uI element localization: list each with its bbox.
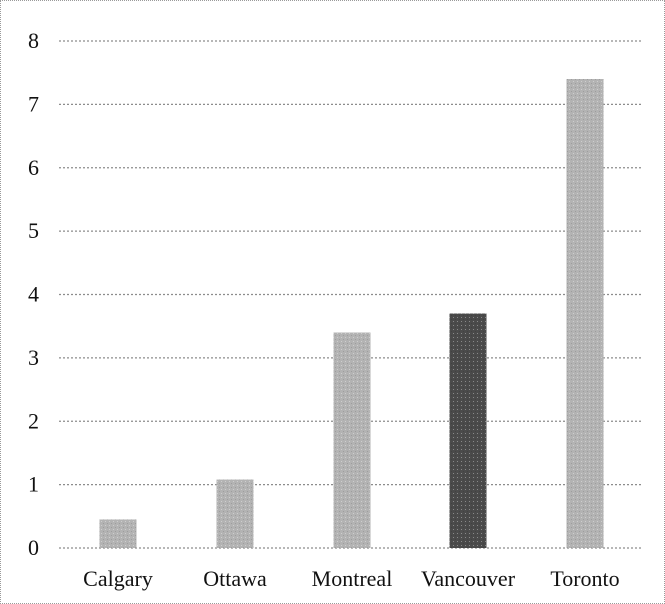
y-tick-label: 1 [28, 472, 39, 497]
bar-texture-vancouver [449, 313, 487, 548]
x-category-label: Calgary [83, 566, 153, 591]
bar-texture-calgary [99, 519, 137, 548]
y-tick-label: 6 [28, 155, 39, 180]
y-tick-label: 2 [28, 408, 39, 433]
y-tick-label: 0 [28, 535, 39, 560]
y-tick-label: 4 [28, 282, 39, 307]
y-tick-label: 3 [28, 345, 39, 370]
x-category-label: Ottawa [203, 566, 267, 591]
y-tick-label: 8 [28, 28, 39, 53]
y-axis-tick-labels: 0 1 2 3 4 5 6 7 8 [28, 28, 39, 560]
y-tick-label: 7 [28, 91, 39, 116]
x-axis-category-labels: Calgary Ottawa Montreal Vancouver Toronto [83, 566, 620, 591]
x-category-label: Montreal [312, 566, 393, 591]
bar-texture-ottawa [216, 479, 254, 548]
bar-texture-montreal [333, 332, 371, 548]
y-tick-label: 5 [28, 218, 39, 243]
bars [99, 79, 604, 549]
x-category-label: Vancouver [421, 566, 516, 591]
x-category-label: Toronto [550, 566, 619, 591]
bar-texture-toronto [566, 79, 604, 549]
